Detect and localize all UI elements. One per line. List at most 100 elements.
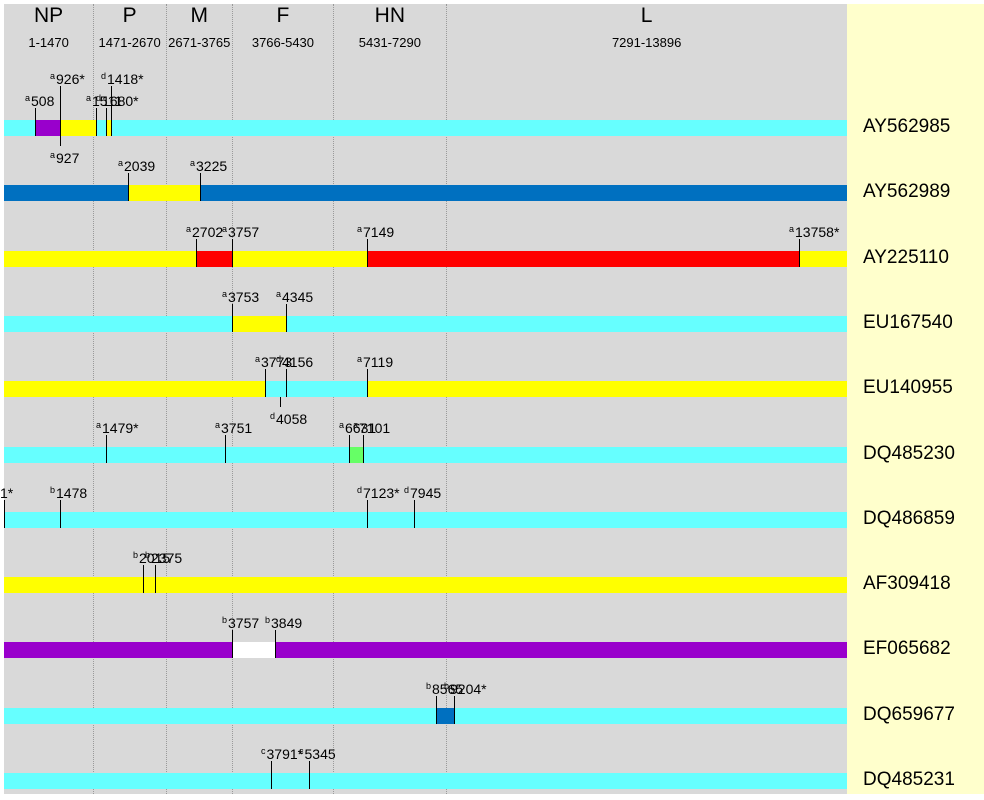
- gene-boundary-line: [232, 4, 233, 794]
- gene-boundary-line: [93, 4, 94, 794]
- breakpoint-label: d4058: [270, 408, 307, 427]
- breakpoint-parent-marker: d: [270, 411, 276, 422]
- breakpoint-tick: [232, 238, 233, 267]
- breakpoint-parent-marker: b: [145, 550, 151, 561]
- accession-label: EU140955: [863, 377, 953, 399]
- breakpoint-label: d4156: [276, 351, 313, 370]
- breakpoint-tick: [111, 86, 112, 136]
- breakpoint-label: b1478: [50, 482, 87, 501]
- breakpoint-tick: [414, 499, 415, 528]
- breakpoint-position: 7945: [410, 484, 442, 501]
- breakpoint-tick: [232, 303, 233, 332]
- breakpoint-position: 2375: [151, 550, 183, 567]
- recombinant-segment: [435, 707, 455, 724]
- breakpoint-label: c5345: [299, 743, 336, 762]
- breakpoint-parent-marker: b: [133, 550, 139, 561]
- breakpoint-position: 1680*: [102, 93, 139, 109]
- genome-bar-eu140955: [4, 381, 847, 398]
- gene-range-p: 1471-2670: [98, 35, 161, 50]
- breakpoint-parent-marker: a: [25, 93, 31, 103]
- breakpoint-position: 1478: [56, 484, 88, 501]
- recombinant-segment: [105, 120, 111, 136]
- breakpoint-position: 3791*: [266, 746, 304, 762]
- breakpoint-parent-marker: a: [50, 71, 56, 81]
- breakpoint-position: 3849: [271, 615, 303, 632]
- breakpoint-label: a7149: [357, 221, 394, 240]
- breakpoint-position: 3757: [228, 223, 260, 240]
- breakpoint-label: d1680*: [96, 90, 139, 109]
- gene-name-f: F: [276, 4, 290, 27]
- recombinant-segment: [60, 120, 96, 136]
- accession-label: EU167540: [863, 311, 953, 333]
- genome-bar-ay562985: [4, 120, 847, 136]
- breakpoint-position: 7149: [363, 223, 395, 240]
- breakpoint-parent-marker: b: [50, 484, 56, 495]
- breakpoint-tick: [96, 108, 97, 136]
- breakpoint-parent-marker: a: [222, 223, 228, 234]
- breakpoint-tick: [155, 565, 156, 594]
- genome-bar-dq485231: [4, 773, 847, 789]
- genome-bar-eu167540: [4, 315, 847, 332]
- breakpoint-label: d1418*: [101, 68, 144, 87]
- genome-bar-dq659677: [4, 707, 847, 724]
- breakpoint-parent-marker: a: [357, 223, 363, 234]
- accession-label: AF309418: [863, 573, 951, 595]
- breakpoint-position: 5345: [304, 746, 336, 762]
- breakpoint-position: 3757: [228, 615, 260, 632]
- genome-bar-dq485230: [4, 446, 847, 463]
- breakpoint-tick: [275, 630, 276, 659]
- breakpoint-tick: [280, 397, 281, 408]
- breakpoint-label: a508: [25, 90, 54, 109]
- accession-label-strip: [847, 4, 984, 794]
- gene-boundary-line: [166, 4, 167, 794]
- recombinant-segment: [231, 642, 276, 659]
- breakpoint-tick: [367, 369, 368, 398]
- breakpoint-position: 8565: [432, 680, 464, 697]
- breakpoint-label: a6631: [339, 417, 376, 436]
- breakpoint-position: 508: [31, 93, 55, 109]
- gene-name-m: M: [190, 4, 208, 27]
- breakpoint-position: 3751: [221, 419, 253, 436]
- genome-bar-ay562989: [4, 185, 847, 202]
- genome-bar-ay225110: [4, 250, 847, 267]
- breakpoint-tick: [128, 173, 129, 202]
- breakpoint-label: b3757: [222, 612, 259, 631]
- genome-bar-ef065682: [4, 642, 847, 659]
- breakpoint-tick: [196, 238, 197, 267]
- recombinant-segment: [34, 120, 61, 136]
- breakpoint-label: a13758*: [789, 221, 839, 240]
- breakpoint-label: b2375: [145, 547, 182, 566]
- breakpoint-parent-marker: d: [96, 93, 102, 103]
- breakpoint-parent-marker: a: [222, 288, 228, 299]
- breakpoint-parent-marker: b: [265, 615, 271, 626]
- breakpoint-position: 7101: [359, 419, 391, 436]
- breakpoint-label: b1*: [0, 482, 13, 501]
- breakpoint-position: 927: [56, 150, 80, 166]
- breakpoint-parent-marker: b: [426, 680, 432, 691]
- breakpoint-parent-marker: a: [339, 419, 345, 430]
- breakpoint-tick: [60, 136, 61, 146]
- breakpoint-parent-marker: c: [261, 746, 266, 756]
- breakpoint-label: b8565: [426, 678, 463, 697]
- breakpoint-tick: [363, 434, 364, 463]
- breakpoint-tick: [200, 173, 201, 202]
- breakpoint-tick: [106, 434, 107, 463]
- gene-name-l: L: [640, 4, 653, 27]
- breakpoint-position: 4156: [282, 354, 314, 371]
- breakpoint-parent-marker: a: [86, 93, 92, 103]
- gene-name-hn: HN: [374, 4, 406, 27]
- gene-range-np: 1-1470: [28, 35, 69, 50]
- breakpoint-label: a2039: [118, 155, 155, 174]
- breakpoint-label: a1479*: [96, 417, 139, 436]
- breakpoint-position: 4058: [276, 411, 308, 428]
- breakpoint-label: d7945: [404, 482, 441, 501]
- breakpoint-parent-marker: a: [215, 419, 221, 430]
- breakpoint-label: a3773: [255, 351, 292, 370]
- breakpoint-position: 9204*: [450, 680, 487, 697]
- breakpoint-label: a3753: [222, 286, 259, 305]
- breakpoint-position: 6631: [345, 419, 377, 436]
- gene-boundary-line: [333, 4, 334, 794]
- breakpoint-parent-marker: a: [255, 354, 261, 365]
- breakpoint-position: 2702: [192, 223, 224, 240]
